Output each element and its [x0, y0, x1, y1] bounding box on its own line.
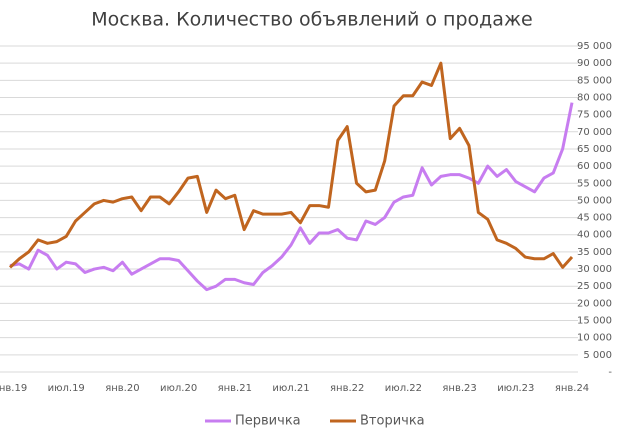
series-line	[8, 61, 574, 269]
x-tick-label: июл.19	[48, 383, 85, 394]
y-tick-label: 75 000	[577, 110, 612, 121]
y-tick-label: 55 000	[577, 178, 612, 189]
y-tick-label: 85 000	[577, 75, 612, 86]
series-line	[9, 102, 574, 292]
x-tick-label: июл.21	[272, 383, 309, 394]
y-tick-label: 90 000	[577, 58, 612, 69]
x-tick-label: янв.22	[330, 383, 364, 394]
y-tick-label: 15 000	[577, 316, 612, 327]
x-tick-label: янв.21	[218, 383, 252, 394]
y-tick-label: 20 000	[577, 298, 612, 309]
y-tick-label: 45 000	[577, 213, 612, 224]
legend-label: Вторичка	[360, 414, 425, 429]
y-tick-label: 80 000	[577, 92, 612, 103]
chart-title: Москва. Количество объявлений о продаже	[91, 9, 533, 31]
y-tick-label: 65 000	[577, 144, 612, 155]
legend-label: Первичка	[235, 414, 301, 429]
y-tick-label: 50 000	[577, 195, 612, 206]
x-tick-label: июл.22	[385, 383, 422, 394]
y-tick-label: 30 000	[577, 264, 612, 275]
y-tick-label: 35 000	[577, 247, 612, 258]
y-tick-label: 40 000	[577, 230, 612, 241]
x-tick-label: янв.23	[442, 383, 476, 394]
x-tick-label: янв.19	[0, 383, 27, 394]
y-tick-label: 5 000	[583, 350, 612, 361]
y-tick-label: 60 000	[577, 161, 612, 172]
y-tick-label: 10 000	[577, 333, 612, 344]
y-tick-label: -	[608, 367, 612, 378]
y-tick-label: 95 000	[577, 41, 612, 52]
y-tick-label: 70 000	[577, 127, 612, 138]
x-tick-label: июл.23	[497, 383, 534, 394]
y-tick-label: 25 000	[577, 281, 612, 292]
x-tick-label: янв.24	[555, 383, 589, 394]
x-tick-label: янв.20	[105, 383, 139, 394]
x-tick-label: июл.20	[160, 383, 197, 394]
